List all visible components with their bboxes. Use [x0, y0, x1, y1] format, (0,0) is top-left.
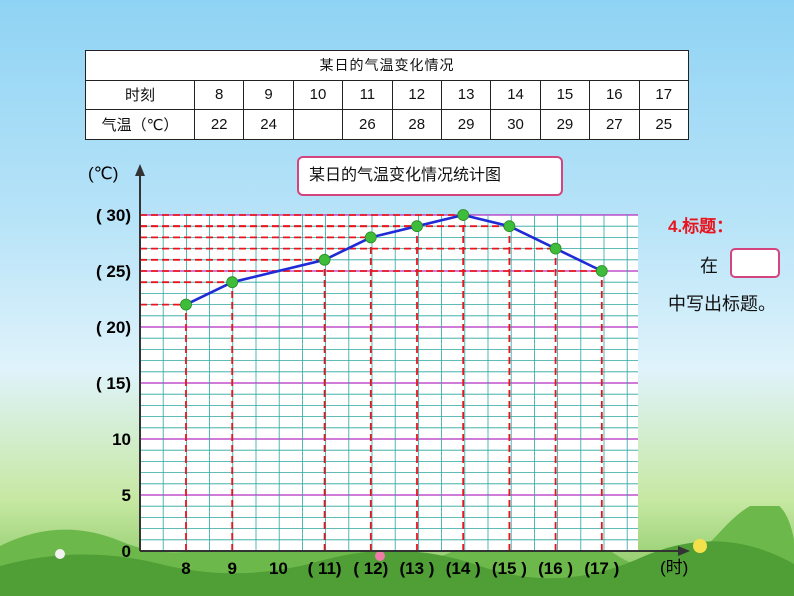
data-point: [595, 265, 608, 277]
temp-cell: 22: [193, 109, 245, 140]
time-cell: 14: [490, 79, 541, 111]
temp-cell: 24: [243, 109, 294, 140]
time-cell: 8: [193, 79, 245, 111]
y-tick-label: 0: [122, 542, 131, 561]
y-axis-arrow: [135, 164, 145, 176]
x-tick-label: (14 ): [446, 559, 481, 578]
data-point: [226, 276, 239, 289]
time-cell: 17: [638, 79, 690, 111]
axes: [135, 164, 690, 556]
x-tick-label: (17 ): [584, 559, 619, 578]
y-tick-label: ( 25): [96, 262, 131, 281]
y-tick-label: ( 15): [96, 374, 131, 393]
y-axis-unit-label: (℃): [88, 164, 118, 183]
temp-cell: 29: [440, 109, 492, 140]
table-title: 某日的气温变化情况: [85, 50, 689, 81]
data-point: [180, 298, 192, 311]
x-tick-label: ( 11): [308, 559, 342, 578]
temperature-table: 某日的气温变化情况 时刻 8 9 10 11 12 13 14 15 16 17…: [85, 50, 690, 140]
x-tick-label: 10: [269, 559, 288, 578]
y-tick-label: 5: [122, 486, 131, 505]
temp-cell: 30: [490, 109, 541, 140]
x-tick-label: 9: [227, 559, 236, 578]
y-tick-labels: 0 5 10 ( 15) ( 20) ( 25) ( 30): [96, 206, 131, 561]
temp-cell: 25: [638, 109, 690, 140]
guide-lines: [140, 214, 603, 551]
time-cell: 13: [440, 79, 492, 111]
note-line-1: 在: [700, 256, 718, 276]
x-tick-labels: 8 9 10 ( 11) ( 12) (13 ) (14 ) (15 ) (16 ) (17 ): [181, 559, 619, 578]
y-tick-label: 10: [112, 430, 131, 449]
x-tick-label: 8: [181, 559, 190, 578]
data-point: [364, 231, 377, 244]
data-point: [503, 220, 516, 233]
time-cell: 16: [589, 79, 640, 111]
note-heading: 4.标题：: [668, 217, 734, 236]
data-point: [549, 242, 562, 255]
time-row: 时刻 8 9 10 11 12 13 14 15 16 17: [85, 79, 690, 111]
data-point: [411, 220, 423, 233]
temp-cell: 26: [342, 109, 393, 140]
temp-header: 气温（℃）: [85, 109, 195, 140]
chart-title: 某日的气温变化情况统计图: [297, 156, 563, 196]
note-line-2: 中写出标题。: [668, 294, 776, 314]
series-temperature: [180, 209, 608, 311]
data-point: [457, 209, 470, 221]
x-axis-unit-label: (时): [660, 558, 688, 577]
data-point: [318, 253, 331, 266]
x-tick-label: ( 12): [353, 559, 388, 578]
x-tick-label: (16 ): [538, 559, 573, 578]
y-tick-label: ( 20): [96, 318, 131, 337]
title-placeholder-box: [730, 248, 780, 278]
temp-row: 气温（℃） 22 24 26 28 29 30 29 27 25: [85, 109, 690, 140]
x-tick-label: (13 ): [400, 559, 435, 578]
temp-cell: 27: [589, 109, 640, 140]
x-tick-label: (15 ): [492, 559, 527, 578]
x-axis-arrow: [678, 546, 690, 556]
temp-cell: 29: [539, 109, 591, 140]
time-cell: 15: [539, 79, 591, 111]
time-cell: 12: [391, 79, 442, 111]
y-tick-label: ( 30): [96, 206, 131, 225]
